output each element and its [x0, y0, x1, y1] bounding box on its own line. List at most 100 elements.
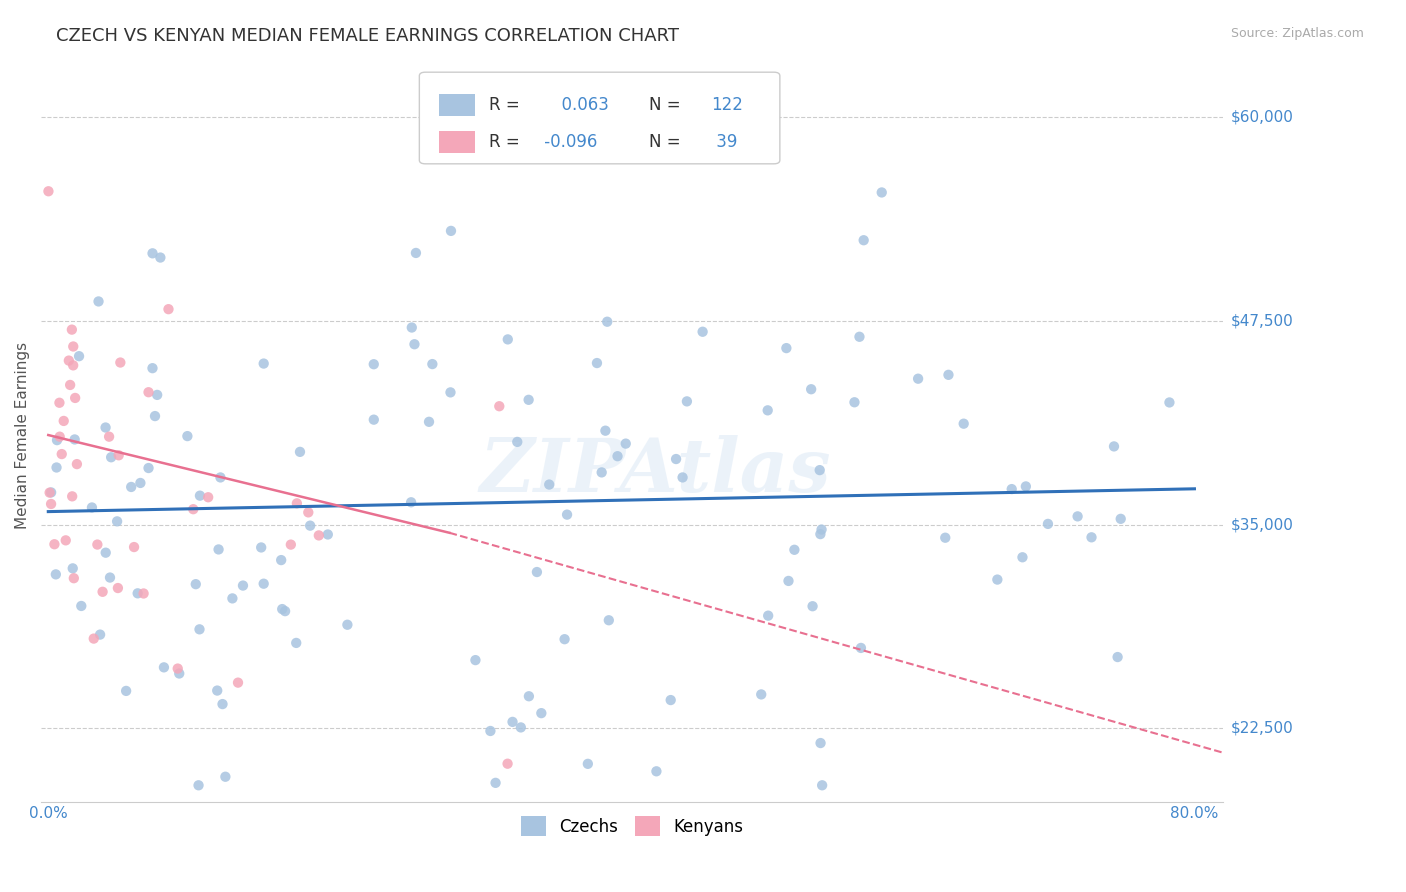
Point	[207, 542, 229, 557]
Point	[598, 613, 620, 627]
Text: $22,500: $22,500	[1230, 721, 1294, 736]
Point	[538, 477, 561, 491]
Point	[110, 355, 132, 369]
Point	[808, 527, 831, 541]
Text: $60,000: $60,000	[1230, 110, 1294, 125]
Point	[37, 184, 59, 198]
Point	[496, 756, 519, 771]
Point	[506, 434, 529, 449]
Point	[285, 636, 308, 650]
Point	[844, 395, 866, 409]
Point	[44, 537, 66, 551]
Point	[526, 565, 548, 579]
Point	[80, 500, 103, 515]
Point	[645, 764, 668, 779]
Point	[51, 447, 73, 461]
Point	[83, 632, 105, 646]
Point	[153, 660, 176, 674]
Point	[122, 540, 145, 554]
Point	[517, 392, 540, 407]
Point	[659, 693, 682, 707]
Point	[614, 436, 637, 450]
Point	[253, 576, 276, 591]
Point	[399, 495, 422, 509]
Point	[1011, 550, 1033, 565]
Point	[250, 541, 273, 555]
Point	[665, 452, 688, 467]
Point	[120, 480, 142, 494]
Point	[98, 430, 121, 444]
Point	[70, 599, 93, 613]
Point	[107, 581, 129, 595]
Point	[496, 332, 519, 346]
Point	[127, 586, 149, 600]
Point	[285, 496, 308, 510]
Point	[271, 602, 294, 616]
FancyBboxPatch shape	[419, 72, 780, 164]
Point	[253, 357, 276, 371]
Point	[439, 385, 461, 400]
Point	[94, 546, 117, 560]
Point	[59, 378, 82, 392]
Point	[48, 430, 70, 444]
Text: $35,000: $35,000	[1230, 517, 1294, 533]
Point	[986, 573, 1008, 587]
Point	[100, 450, 122, 465]
Point	[595, 424, 617, 438]
Point	[45, 460, 67, 475]
Point	[849, 640, 872, 655]
Point	[1102, 439, 1125, 453]
Point	[55, 533, 77, 548]
Point	[479, 723, 502, 738]
Point	[488, 399, 510, 413]
Point	[63, 571, 86, 585]
Point	[188, 623, 211, 637]
Point	[517, 690, 540, 704]
Point	[270, 553, 292, 567]
Legend: Czechs, Kenyans: Czechs, Kenyans	[513, 807, 752, 845]
Point	[207, 683, 229, 698]
Point	[848, 330, 870, 344]
Point	[1015, 479, 1038, 493]
Point	[62, 359, 84, 373]
Text: R =: R =	[489, 96, 520, 114]
Point	[221, 591, 243, 606]
Point	[63, 433, 86, 447]
Text: 39: 39	[711, 133, 738, 151]
Point	[484, 776, 506, 790]
Point	[129, 475, 152, 490]
Point	[187, 778, 209, 792]
FancyBboxPatch shape	[440, 95, 475, 116]
Point	[606, 449, 628, 463]
Point	[60, 323, 83, 337]
Point	[870, 186, 893, 200]
Point	[810, 736, 832, 750]
Point	[105, 514, 128, 528]
Point	[107, 448, 129, 462]
Point	[596, 315, 619, 329]
Point	[288, 445, 311, 459]
Point	[146, 388, 169, 402]
Point	[401, 320, 423, 334]
Point	[297, 505, 319, 519]
Point	[67, 349, 90, 363]
Point	[692, 325, 714, 339]
Point	[576, 756, 599, 771]
Point	[591, 466, 613, 480]
Point	[63, 391, 86, 405]
FancyBboxPatch shape	[440, 131, 475, 153]
Point	[115, 684, 138, 698]
Point	[852, 233, 875, 247]
Point	[676, 394, 699, 409]
Point	[1036, 516, 1059, 531]
Point	[778, 574, 800, 588]
Point	[299, 518, 322, 533]
Point	[671, 470, 693, 484]
Point	[132, 586, 155, 600]
Point	[46, 433, 69, 447]
Point	[363, 357, 385, 371]
Point	[1001, 482, 1024, 496]
Point	[363, 412, 385, 426]
Point	[530, 706, 553, 720]
Point	[141, 361, 163, 376]
